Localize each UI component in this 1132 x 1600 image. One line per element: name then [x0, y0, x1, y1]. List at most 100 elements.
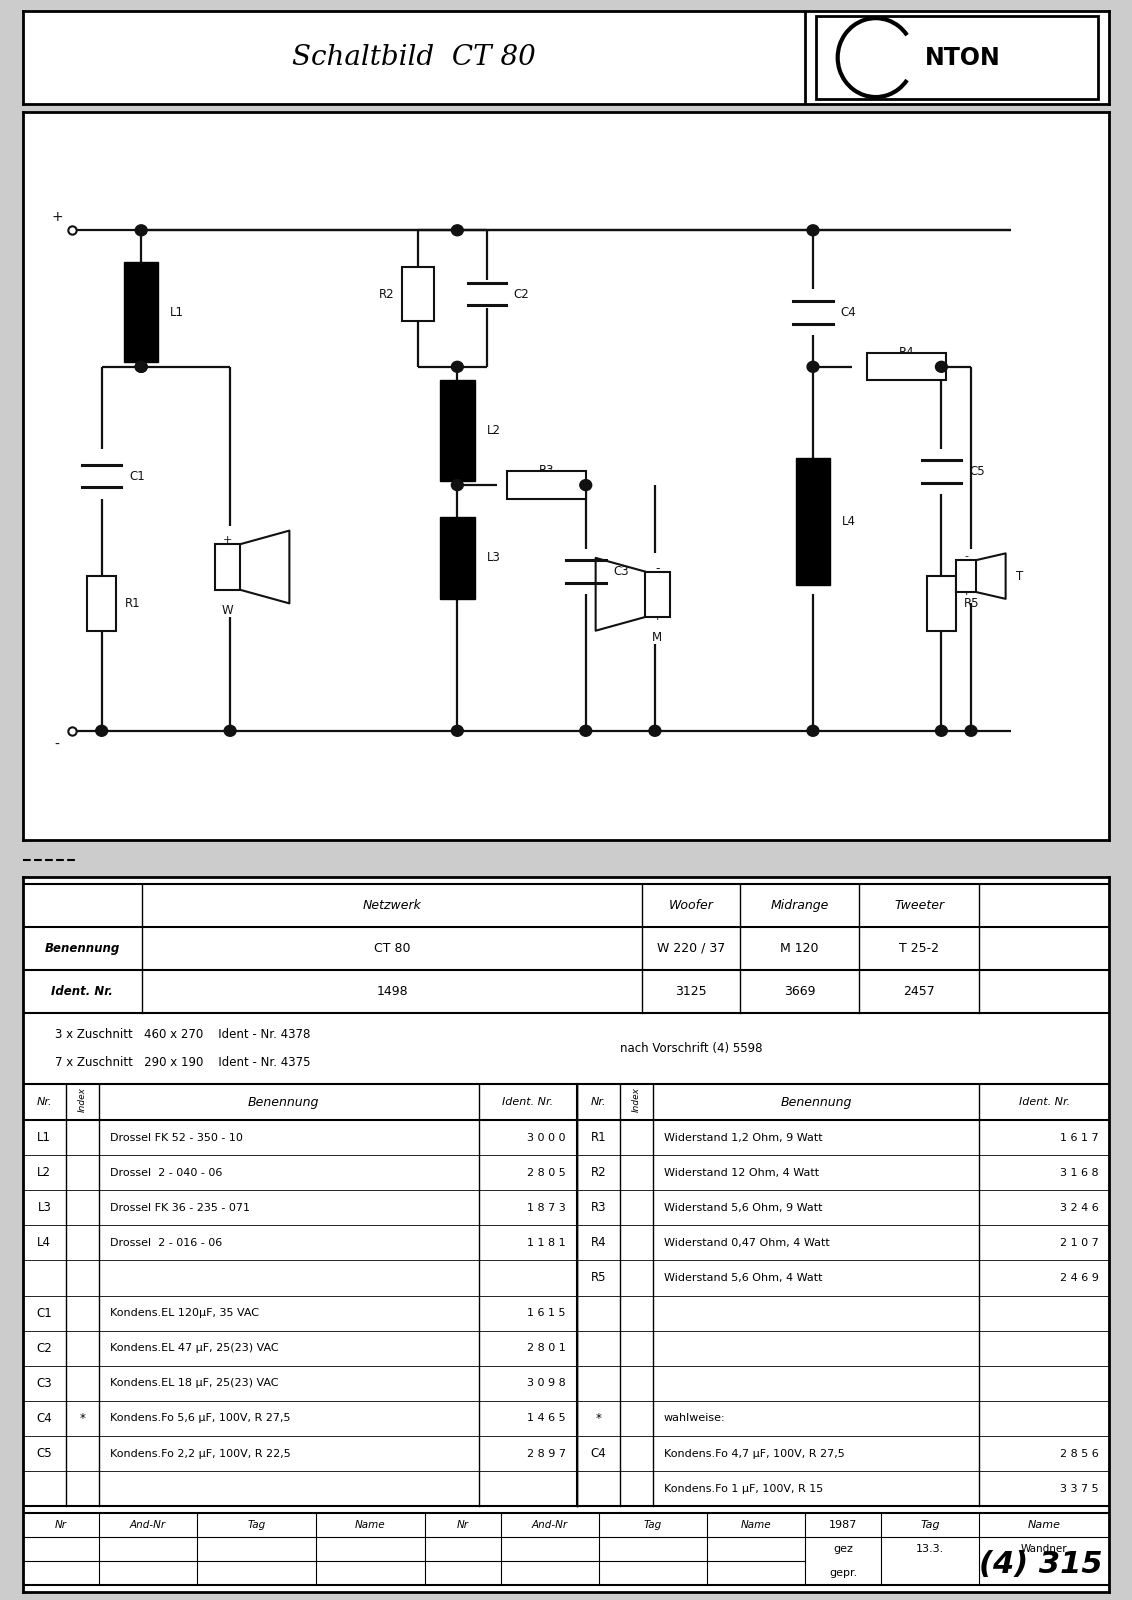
Text: C5: C5: [36, 1446, 52, 1461]
Circle shape: [452, 725, 463, 736]
Text: R3: R3: [591, 1202, 607, 1214]
Text: C4: C4: [591, 1446, 607, 1461]
Text: Benennung: Benennung: [248, 1096, 319, 1109]
Text: +: +: [223, 534, 232, 546]
Circle shape: [96, 725, 108, 736]
Text: R4: R4: [591, 1237, 607, 1250]
Text: And-Nr: And-Nr: [532, 1520, 568, 1530]
Text: Benennung: Benennung: [780, 1096, 851, 1109]
Text: Tag: Tag: [247, 1520, 265, 1530]
Text: 3 2 4 6: 3 2 4 6: [1060, 1203, 1098, 1213]
Text: 3 x Zuschnitt   460 x 270    Ident - Nr. 4378: 3 x Zuschnitt 460 x 270 Ident - Nr. 4378: [55, 1027, 310, 1040]
Text: gepr.: gepr.: [829, 1568, 857, 1578]
Text: Widerstand 1,2 Ohm, 9 Watt: Widerstand 1,2 Ohm, 9 Watt: [663, 1133, 823, 1142]
Text: 3 1 6 8: 3 1 6 8: [1060, 1168, 1098, 1178]
Text: T 25-2: T 25-2: [899, 942, 940, 955]
Text: Schaltbild  CT 80: Schaltbild CT 80: [292, 45, 535, 70]
Text: Kondens.Fo 4,7 μF, 100V, R 27,5: Kondens.Fo 4,7 μF, 100V, R 27,5: [663, 1448, 844, 1459]
Bar: [507, 472, 585, 499]
Text: C1: C1: [129, 469, 145, 483]
Text: (4) 315: (4) 315: [979, 1550, 1103, 1579]
Text: Drossel FK 36 - 235 - 071: Drossel FK 36 - 235 - 071: [110, 1203, 249, 1213]
Text: Kondens.EL 18 μF, 25(23) VAC: Kondens.EL 18 μF, 25(23) VAC: [110, 1378, 278, 1389]
Circle shape: [807, 725, 818, 736]
Text: R1: R1: [591, 1131, 607, 1144]
Bar: [796, 458, 830, 586]
Text: Nr: Nr: [54, 1520, 67, 1530]
Bar: [927, 576, 957, 630]
Text: Name: Name: [1028, 1520, 1061, 1530]
Text: And-Nr: And-Nr: [129, 1520, 165, 1530]
Bar: [867, 354, 946, 381]
Text: 13.3.: 13.3.: [916, 1544, 944, 1554]
Circle shape: [135, 226, 147, 235]
Circle shape: [452, 480, 463, 491]
Text: gez: gez: [833, 1544, 854, 1554]
Circle shape: [580, 480, 592, 491]
Text: Ident. Nr.: Ident. Nr.: [1019, 1098, 1070, 1107]
Text: 3669: 3669: [783, 984, 815, 998]
Text: Ident. Nr.: Ident. Nr.: [51, 984, 113, 998]
Text: R5: R5: [964, 597, 979, 610]
Text: Widerstand 0,47 Ohm, 4 Watt: Widerstand 0,47 Ohm, 4 Watt: [663, 1238, 830, 1248]
Text: R2: R2: [591, 1166, 607, 1179]
Text: -: -: [225, 581, 230, 594]
Text: W 220 / 37: W 220 / 37: [657, 942, 726, 955]
Text: -: -: [964, 550, 968, 562]
Text: Drossel  2 - 016 - 06: Drossel 2 - 016 - 06: [110, 1238, 222, 1248]
Text: Woofer: Woofer: [669, 899, 713, 912]
Text: 3 0 9 8: 3 0 9 8: [528, 1378, 566, 1389]
Text: Kondens.EL 120μF, 35 VAC: Kondens.EL 120μF, 35 VAC: [110, 1309, 258, 1318]
Text: 2 4 6 9: 2 4 6 9: [1060, 1274, 1098, 1283]
Text: L4: L4: [842, 515, 856, 528]
Bar: [957, 560, 976, 592]
Text: Midrange: Midrange: [771, 899, 829, 912]
Text: Kondens.Fo 1 μF, 100V, R 15: Kondens.Fo 1 μF, 100V, R 15: [663, 1483, 823, 1494]
Text: L3: L3: [487, 552, 500, 565]
Text: Ident. Nr.: Ident. Nr.: [503, 1098, 554, 1107]
Circle shape: [935, 725, 947, 736]
Text: C4: C4: [36, 1411, 52, 1426]
Text: L1: L1: [170, 306, 185, 318]
Text: -: -: [54, 738, 60, 752]
Bar: [87, 576, 117, 630]
Text: C2: C2: [514, 288, 530, 301]
Text: *: *: [595, 1411, 601, 1426]
Text: L4: L4: [37, 1237, 51, 1250]
Text: 1498: 1498: [376, 984, 408, 998]
Text: 1987: 1987: [829, 1520, 857, 1530]
Text: Wandner: Wandner: [1021, 1544, 1067, 1554]
Text: R3: R3: [539, 464, 554, 477]
Text: 3 0 0 0: 3 0 0 0: [528, 1133, 566, 1142]
Text: 1 6 1 7: 1 6 1 7: [1060, 1133, 1098, 1142]
Text: R1: R1: [125, 597, 140, 610]
Text: Drossel  2 - 040 - 06: Drossel 2 - 040 - 06: [110, 1168, 222, 1178]
Text: wahlweise:: wahlweise:: [663, 1413, 726, 1424]
Text: C1: C1: [36, 1307, 52, 1320]
Bar: [215, 544, 240, 590]
Circle shape: [452, 362, 463, 373]
Text: Name: Name: [740, 1520, 772, 1530]
Text: Kondens.Fo 2,2 μF, 100V, R 22,5: Kondens.Fo 2,2 μF, 100V, R 22,5: [110, 1448, 290, 1459]
Circle shape: [224, 725, 237, 736]
Bar: [440, 517, 474, 598]
Text: Nr.: Nr.: [36, 1098, 52, 1107]
Text: C3: C3: [36, 1376, 52, 1390]
Text: R4: R4: [899, 346, 915, 358]
Bar: [816, 16, 1098, 99]
Text: Tag: Tag: [644, 1520, 662, 1530]
Text: Widerstand 12 Ohm, 4 Watt: Widerstand 12 Ohm, 4 Watt: [663, 1168, 818, 1178]
Text: C4: C4: [841, 306, 857, 318]
Text: *: *: [79, 1411, 85, 1426]
Text: 1 4 6 5: 1 4 6 5: [528, 1413, 566, 1424]
Text: +: +: [51, 210, 63, 224]
Text: R5: R5: [591, 1272, 607, 1285]
Text: 2 8 9 7: 2 8 9 7: [528, 1448, 566, 1459]
Text: Nr: Nr: [456, 1520, 469, 1530]
Text: 2 8 5 6: 2 8 5 6: [1060, 1448, 1098, 1459]
Text: L2: L2: [37, 1166, 51, 1179]
Text: 2 1 0 7: 2 1 0 7: [1060, 1238, 1098, 1248]
Bar: [123, 262, 158, 362]
Text: 2 8 0 1: 2 8 0 1: [528, 1342, 566, 1354]
Circle shape: [580, 725, 592, 736]
